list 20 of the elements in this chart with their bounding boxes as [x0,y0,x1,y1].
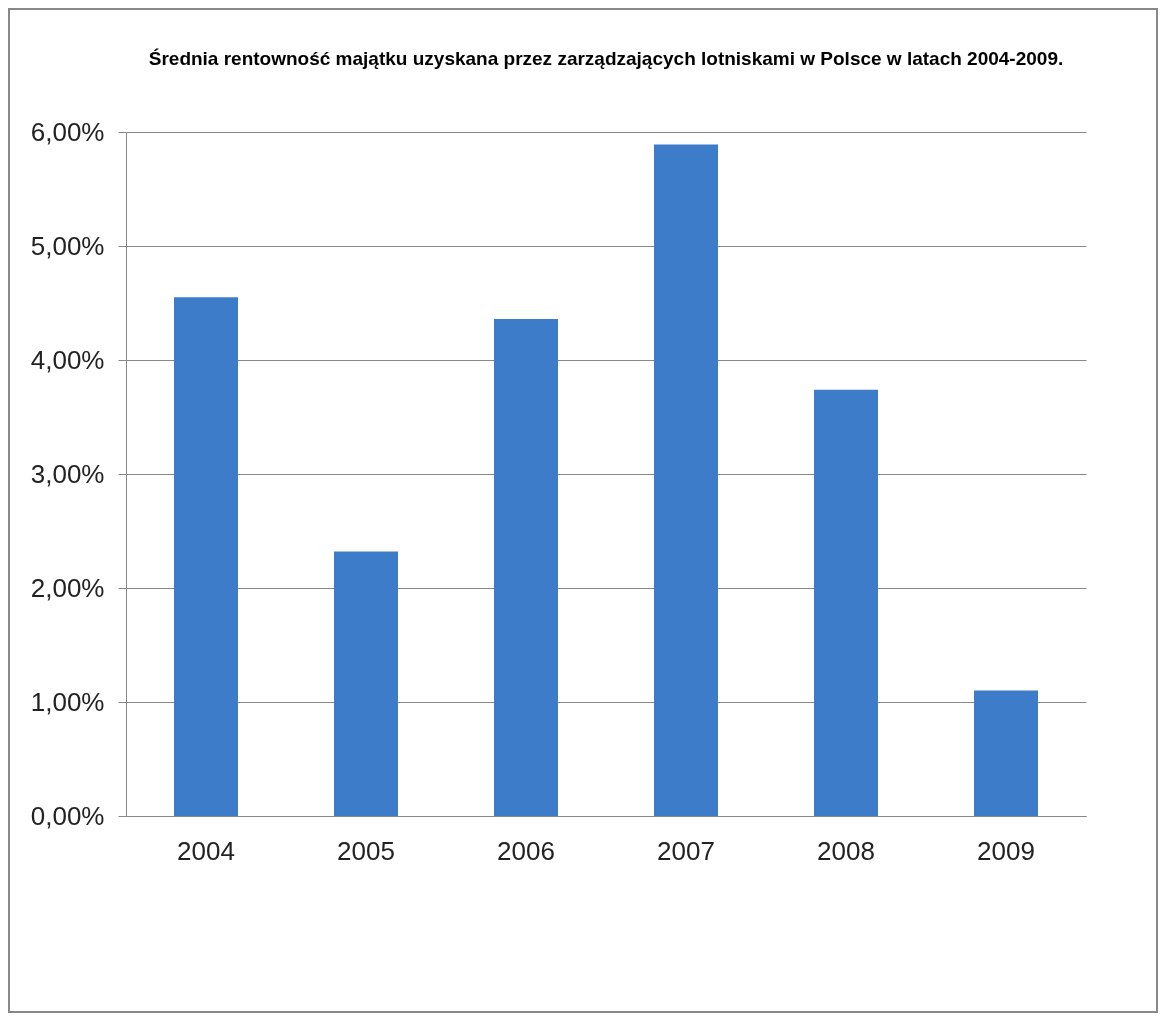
y-tick-label: 3,00% [30,458,105,489]
bar [654,144,718,816]
y-tick-label: 2,00% [30,572,105,603]
bar [174,297,238,816]
y-tick-label: 6,00% [30,116,105,147]
y-tick-label: 0,00% [30,800,105,831]
x-tick-label: 2005 [337,835,395,866]
y-tick-label: 1,00% [30,686,105,717]
x-tick-label: 2008 [817,835,875,866]
x-tick-label: 2009 [977,835,1035,866]
bar [494,318,558,816]
y-tick-label: 5,00% [30,230,105,261]
bar [814,389,878,816]
y-tick-label: 4,00% [30,344,105,375]
bar [974,690,1038,816]
x-tick-label: 2006 [497,835,555,866]
bar [334,551,398,816]
x-tick-label: 2004 [177,835,235,866]
x-tick-label: 2007 [657,835,715,866]
chart-title: Średnia rentowność majątku uzyskana przez zarządzających lotniskami w Polsce w latach 2004-2009. [148,48,1064,69]
